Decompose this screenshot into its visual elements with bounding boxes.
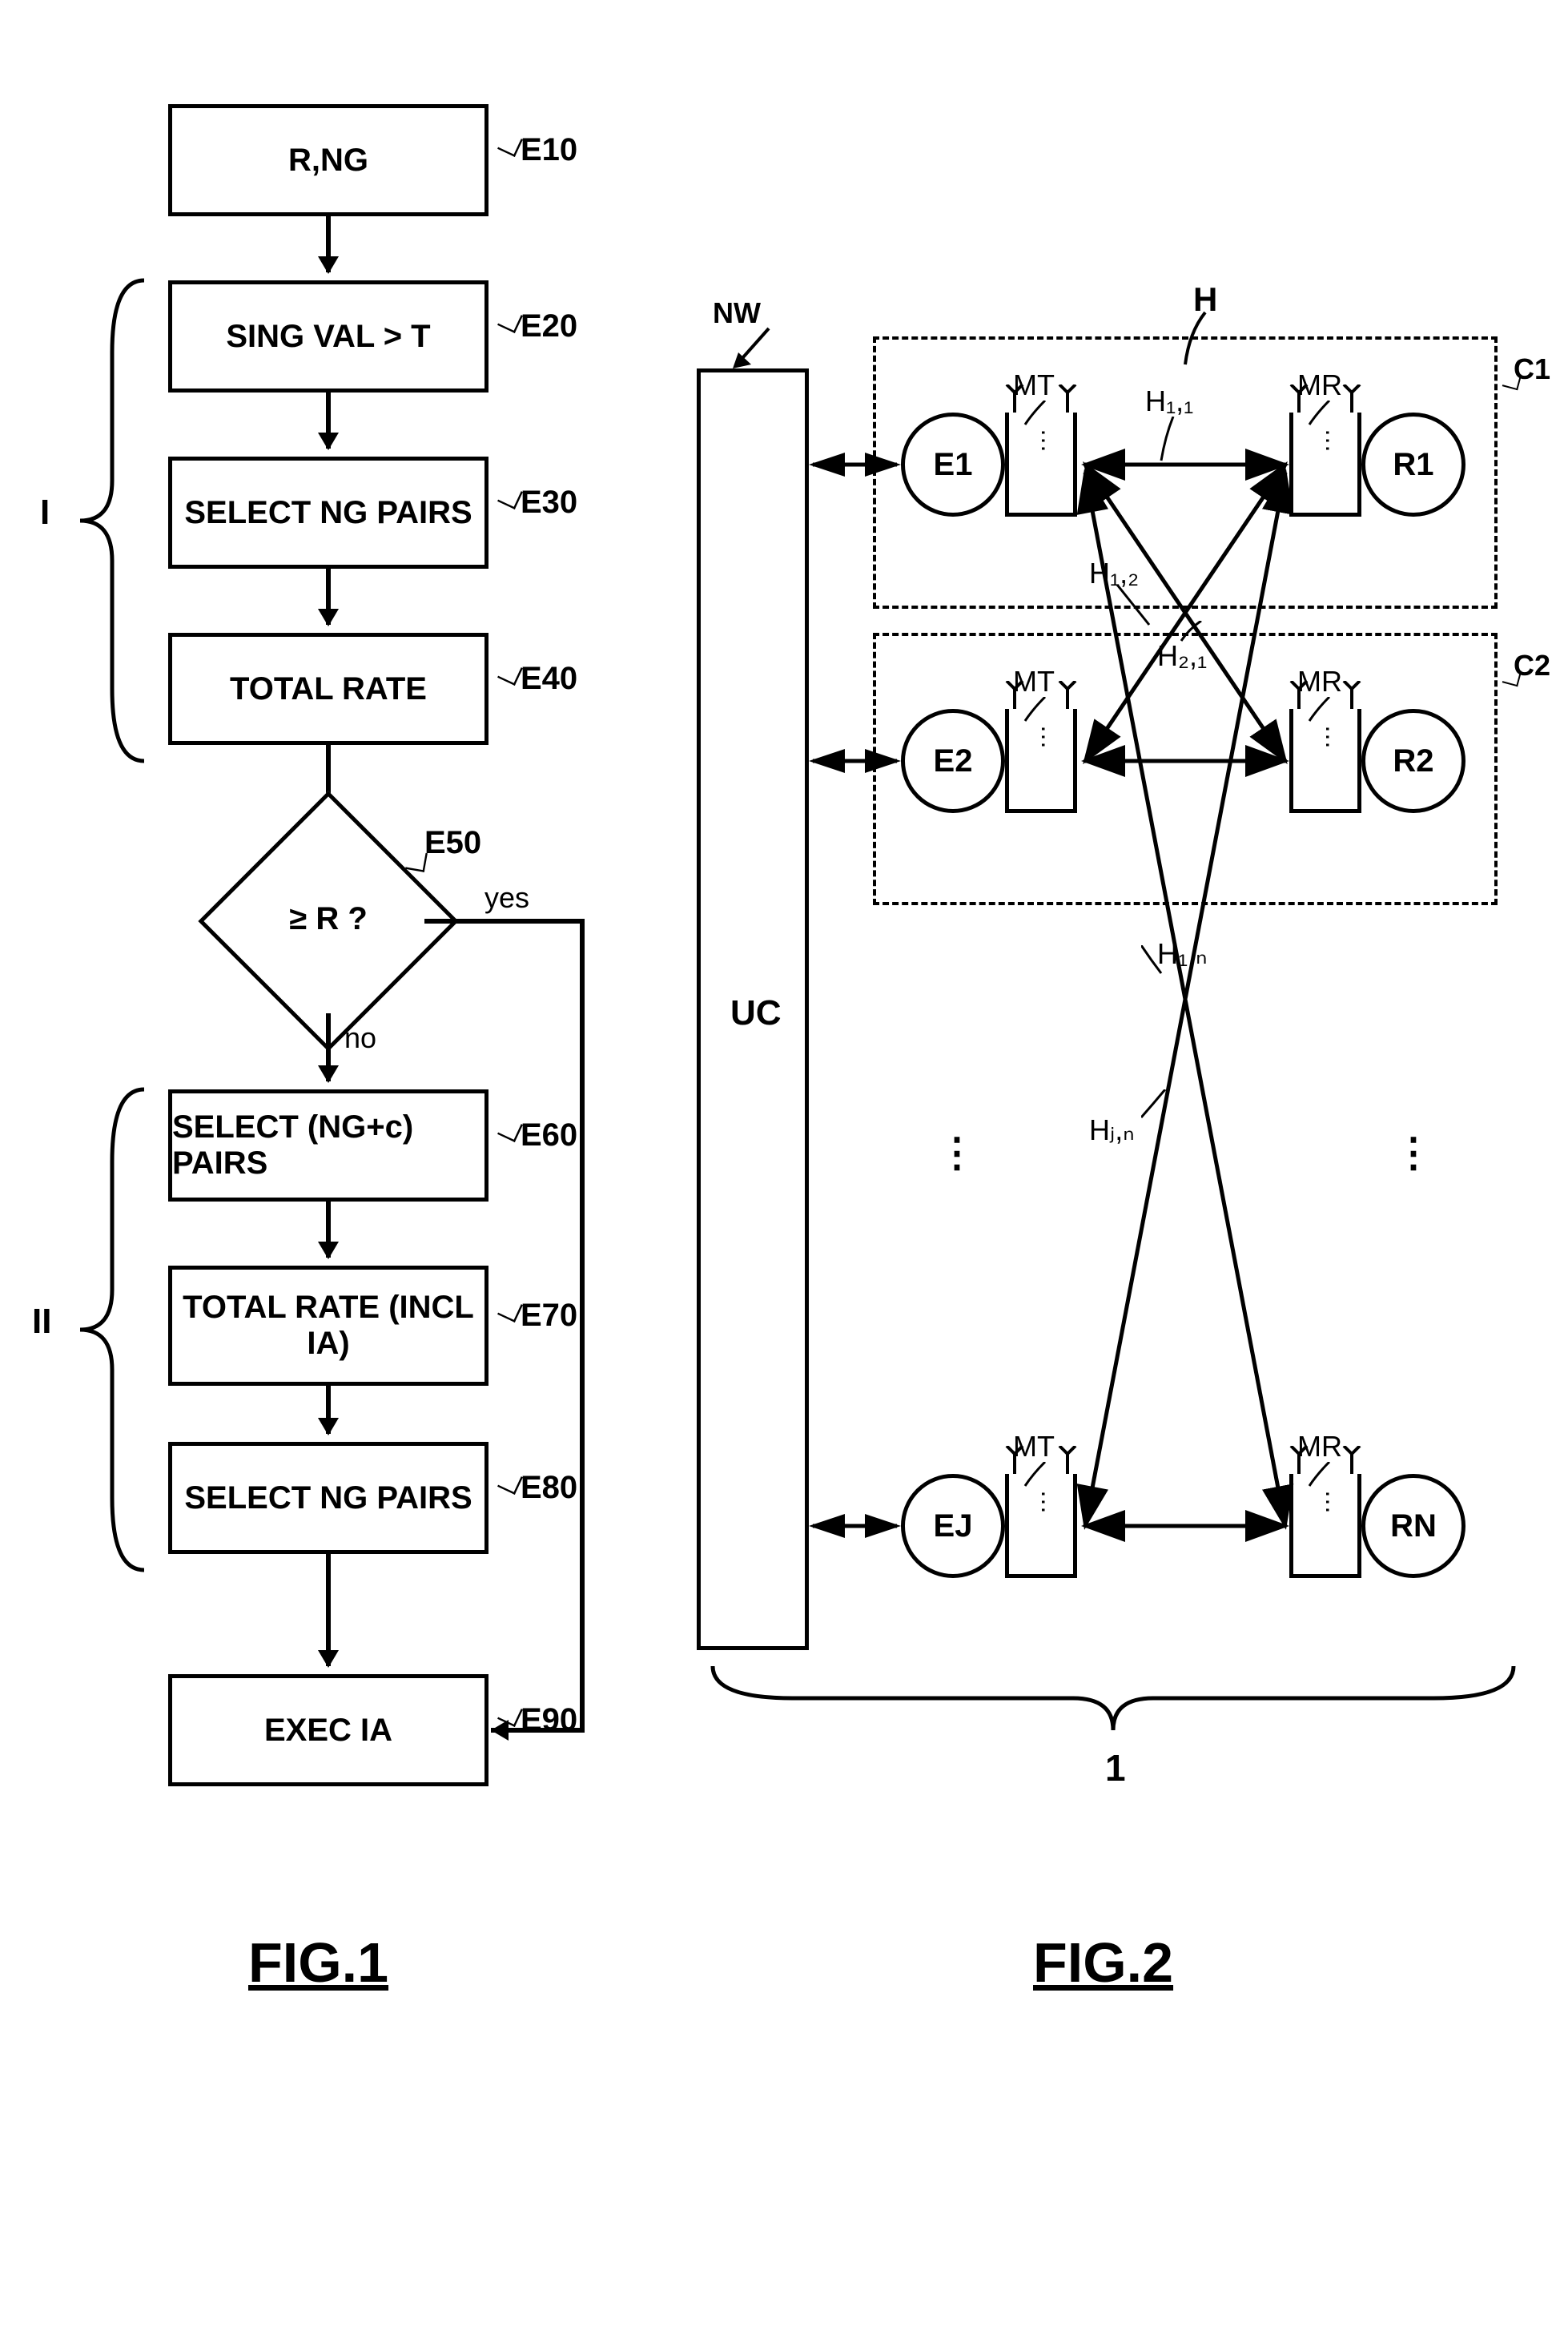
receiver-rn: RN [1361, 1474, 1465, 1578]
no-label: no [344, 1021, 376, 1055]
emitter-e1: E1 [901, 413, 1005, 517]
leader-e90 [497, 1701, 523, 1727]
fig1-caption: FIG.1 [248, 1930, 388, 1995]
ant-r1-dots: ⋯ [1313, 429, 1341, 449]
leader-e10 [497, 131, 523, 157]
hjn-leader [1141, 1089, 1173, 1121]
arrow-e70-e80 [326, 1386, 331, 1434]
receiver-r2: R2 [1361, 709, 1465, 813]
step-id-e40: E40 [521, 661, 577, 697]
receiver-label: R1 [1393, 447, 1433, 483]
emitter-e2: E2 [901, 709, 1005, 813]
arrow-e20-e30 [326, 393, 331, 449]
ch-h12: H₁,₂ [1089, 557, 1139, 590]
step-e80: SELECT NG PAIRS [168, 1442, 488, 1554]
step-text: SELECT NG PAIRS [184, 1480, 472, 1516]
phase2-label: II [32, 1302, 51, 1342]
ant-rn-dots: ⋯ [1313, 1490, 1341, 1511]
leader-c1 [1502, 371, 1522, 390]
step-text: TOTAL RATE [230, 671, 427, 707]
ant-r2-dots: ⋯ [1313, 725, 1341, 746]
leader-c2 [1502, 667, 1522, 686]
leader-e30 [497, 484, 523, 509]
step-id-e60: E60 [521, 1117, 577, 1153]
mt-label-2: MT [1013, 665, 1055, 698]
nw-label: NW [713, 296, 761, 330]
step-id-e70: E70 [521, 1298, 577, 1334]
ch-h11: H₁,₁ [1145, 384, 1193, 418]
leader-e40 [497, 660, 523, 686]
receiver-dots: ⋮ [1393, 1129, 1433, 1176]
step-text: EXEC IA [264, 1713, 392, 1749]
emitter-label: E1 [934, 447, 973, 483]
arrow-e30-e40 [326, 569, 331, 625]
system-label: 1 [1105, 1746, 1126, 1789]
emitter-ej: EJ [901, 1474, 1005, 1578]
receiver-r1: R1 [1361, 413, 1465, 517]
arrow-e80-e90 [326, 1554, 331, 1666]
receiver-label: R2 [1393, 743, 1433, 779]
step-id-e20: E20 [521, 308, 577, 344]
ant-e1-dots: ⋯ [1029, 429, 1057, 449]
uc-label: UC [730, 993, 782, 1033]
yes-label: yes [484, 881, 529, 915]
step-e20: SING VAL > T [168, 280, 488, 393]
phase1-brace [64, 272, 160, 769]
phase2-brace [64, 1081, 160, 1578]
step-e40: TOTAL RATE [168, 633, 488, 745]
step-e30: SELECT NG PAIRS [168, 457, 488, 569]
ant-e2-dots: ⋯ [1029, 725, 1057, 746]
decision-text: ≥ R ? [280, 901, 376, 937]
phase1-label: I [40, 493, 50, 533]
arrow-e60-e70 [326, 1202, 331, 1258]
mt-label-1: MT [1013, 368, 1055, 402]
yes-v [580, 919, 585, 1728]
emitter-label: EJ [934, 1508, 973, 1544]
step-e70: TOTAL RATE (INCL IA) [168, 1266, 488, 1386]
step-text: SING VAL > T [226, 319, 430, 355]
decision-id: E50 [424, 825, 481, 861]
leader-e80 [497, 1469, 523, 1495]
step-text: SELECT NG PAIRS [184, 495, 472, 531]
step-e60: SELECT (NG+c) PAIRS [168, 1089, 488, 1202]
ch-h21: H₂,₁ [1157, 639, 1207, 673]
step-id-e90: E90 [521, 1702, 577, 1738]
fig2: UC NW C1 C2 H E1 ⋯ MT [697, 128, 1538, 2131]
leader-e50 [405, 850, 428, 872]
step-id-e80: E80 [521, 1470, 577, 1506]
leader-e60 [497, 1117, 523, 1142]
arrow-e10-e20 [326, 216, 331, 272]
fig2-caption: FIG.2 [1033, 1930, 1173, 1995]
step-e10: R,NG [168, 104, 488, 216]
receiver-label: RN [1390, 1508, 1437, 1544]
mr-label-n: MR [1297, 1430, 1342, 1463]
page: R,NG E10 SING VAL > T E20 SELECT NG PAIR… [32, 48, 1536, 2287]
step-text: R,NG [288, 143, 368, 179]
ant-ej-dots: ⋯ [1029, 1490, 1057, 1511]
system-brace [697, 1658, 1538, 1754]
mr-label-2: MR [1297, 665, 1342, 698]
leader-e20 [497, 308, 523, 333]
ch-hjn: Hⱼ,ₙ [1089, 1113, 1135, 1147]
arrow-e50-e60 [326, 1013, 331, 1081]
step-text: SELECT (NG+c) PAIRS [172, 1109, 484, 1182]
step-e90: EXEC IA [168, 1674, 488, 1786]
fig1: R,NG E10 SING VAL > T E20 SELECT NG PAIR… [32, 48, 609, 2131]
step-text: TOTAL RATE (INCL IA) [172, 1290, 484, 1362]
step-id-e30: E30 [521, 485, 577, 521]
emitter-dots: ⋮ [937, 1129, 977, 1176]
yes-h [424, 919, 585, 924]
leader-e70 [497, 1297, 523, 1322]
mt-label-j: MT [1013, 1430, 1055, 1463]
mr-label-1: MR [1297, 368, 1342, 402]
step-id-e10: E10 [521, 132, 577, 168]
h-label: H [1193, 280, 1217, 319]
emitter-label: E2 [934, 743, 973, 779]
ch-h1n: H₁,ₙ [1157, 937, 1208, 971]
